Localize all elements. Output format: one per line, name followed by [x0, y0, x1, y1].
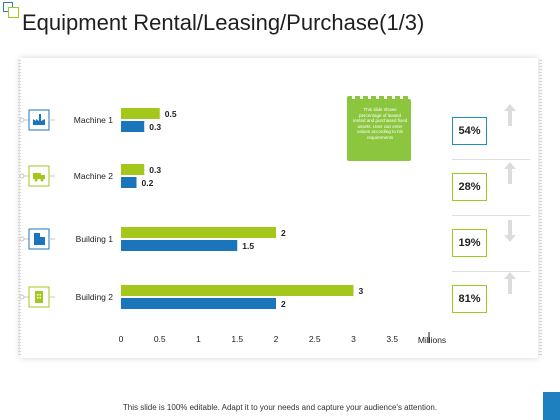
office-icon-tower: [34, 233, 40, 245]
building-icon-window: [37, 297, 39, 299]
bar-value-label: 1.5: [242, 241, 254, 251]
logo-square-green: [8, 7, 19, 18]
truck-icon-wheel: [40, 178, 44, 182]
percent-value: 19%: [458, 237, 481, 249]
panel-dotted-border-left: [18, 60, 21, 356]
percent-box-building-2: 81%: [452, 285, 487, 313]
building-icon-window: [37, 294, 39, 296]
x-tick-label: 0: [119, 334, 124, 344]
separator-line: [452, 159, 530, 160]
bar-value-label: 0.3: [149, 165, 161, 175]
x-tick-label: 0.5: [154, 334, 166, 344]
bar-value-label: 2: [281, 228, 286, 238]
x-tick-label: 3.5: [386, 334, 398, 344]
category-label: Building 1: [76, 234, 114, 244]
building-icon-window: [39, 297, 41, 299]
percent-box-building-1: 19%: [452, 229, 487, 257]
icon-connector-dot: [19, 173, 25, 179]
bar: [121, 177, 137, 188]
percent-box-machine-1: 54%: [452, 117, 487, 145]
arrow-down-icon: [504, 220, 516, 242]
separator-line: [452, 215, 530, 216]
bar: [121, 285, 354, 296]
separator-line: [452, 271, 530, 272]
percent-value: 81%: [458, 293, 481, 305]
bar: [121, 121, 145, 132]
corner-accent: [543, 392, 560, 420]
building-icon-window: [39, 294, 41, 296]
panel-dotted-border-right: [539, 60, 542, 356]
bar: [121, 108, 160, 119]
sticky-note-text: This slide shows percentage of leased re…: [352, 107, 408, 140]
icon-connector-dot: [19, 117, 25, 123]
sticky-note: [347, 99, 411, 161]
x-tick-label: 2: [274, 334, 279, 344]
slide-title: Equipment Rental/Leasing/Purchase(1/3): [22, 10, 425, 35]
category-label: Machine 1: [74, 115, 113, 125]
icon-connector-dot: [19, 236, 25, 242]
bar: [121, 227, 276, 238]
bar: [121, 240, 238, 251]
bar-value-label: 3: [359, 286, 364, 296]
slide-footer: This slide is 100% editable. Adapt it to…: [122, 403, 438, 412]
arrow-up-icon: [504, 272, 516, 294]
icon-connector-dot: [19, 294, 25, 300]
bar-value-label: 0.3: [149, 122, 161, 132]
truck-icon-wheel: [34, 178, 38, 182]
x-tick-label: 1.5: [231, 334, 243, 344]
percent-value: 54%: [458, 125, 481, 137]
office-icon-wing: [40, 237, 45, 245]
truck-icon-cab: [41, 175, 45, 179]
bar: [121, 164, 145, 175]
building-icon-shape: [35, 291, 43, 303]
bar: [121, 298, 276, 309]
x-tick-label: 3: [351, 334, 356, 344]
arrow-up-icon: [504, 104, 516, 126]
category-label: Building 2: [76, 292, 114, 302]
factory-icon-shape: [33, 114, 45, 125]
x-tick-label: 2.5: [309, 334, 321, 344]
chart-panel: [20, 58, 538, 358]
arrow-up-icon: [504, 162, 516, 184]
bar-value-label: 0.5: [165, 109, 177, 119]
x-axis-label: Millions: [418, 335, 446, 345]
bar-value-label: 2: [281, 299, 286, 309]
truck-icon-body: [33, 173, 41, 179]
percent-value: 28%: [458, 181, 481, 193]
percent-box-machine-2: 28%: [452, 173, 487, 201]
x-tick-label: 1: [196, 334, 201, 344]
category-label: Machine 2: [74, 171, 113, 181]
bar-value-label: 0.2: [142, 178, 154, 188]
